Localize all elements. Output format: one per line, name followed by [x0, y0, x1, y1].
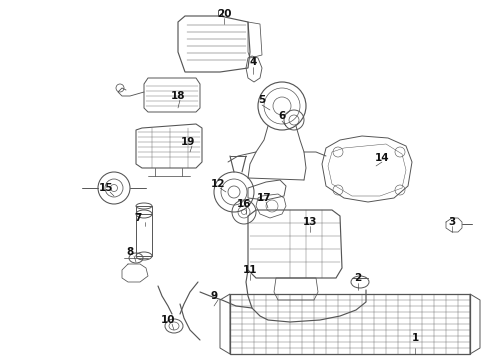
- Text: 16: 16: [237, 199, 251, 209]
- Text: 9: 9: [210, 291, 218, 301]
- Text: 12: 12: [211, 179, 225, 189]
- Text: 11: 11: [243, 265, 257, 275]
- Text: 6: 6: [278, 111, 286, 121]
- Text: 5: 5: [258, 95, 266, 105]
- Text: 4: 4: [249, 57, 257, 67]
- Text: 18: 18: [171, 91, 185, 101]
- Text: 3: 3: [448, 217, 456, 227]
- Text: 20: 20: [217, 9, 231, 19]
- Text: 14: 14: [375, 153, 390, 163]
- Text: 15: 15: [99, 183, 113, 193]
- Text: 19: 19: [181, 137, 195, 147]
- Text: 13: 13: [303, 217, 317, 227]
- Text: 7: 7: [134, 213, 142, 223]
- Text: 2: 2: [354, 273, 362, 283]
- Text: 17: 17: [257, 193, 271, 203]
- Text: 10: 10: [161, 315, 175, 325]
- Text: 1: 1: [412, 333, 418, 343]
- Text: 8: 8: [126, 247, 134, 257]
